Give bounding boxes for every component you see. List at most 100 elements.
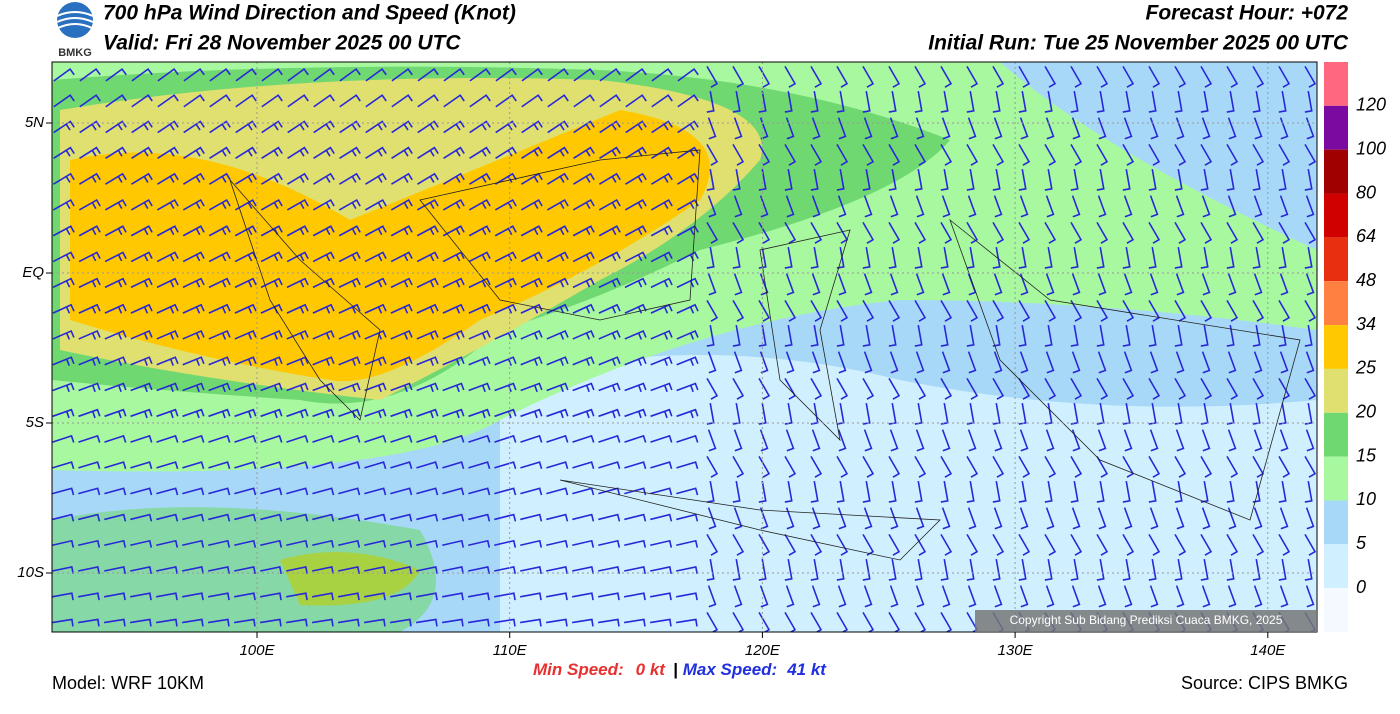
wind-barb <box>1174 559 1183 581</box>
wind-barb <box>966 481 975 503</box>
wind-barb <box>1071 351 1081 374</box>
wind-barb <box>156 592 178 601</box>
wind-barb <box>1044 91 1053 113</box>
wind-barb <box>784 65 797 88</box>
wind-barb <box>706 91 715 113</box>
wind-barb <box>1071 507 1081 530</box>
wind-barb <box>338 513 361 522</box>
wind-barb <box>443 172 465 185</box>
wind-barb <box>208 382 231 393</box>
colorbar-label: 0 <box>1356 577 1366 597</box>
wind-barb <box>1018 247 1027 269</box>
wind-barb <box>391 146 413 160</box>
wind-barb <box>1044 325 1053 347</box>
wind-barb <box>940 247 949 269</box>
wind-barb <box>312 303 335 314</box>
wind-barb <box>182 198 205 211</box>
wind-barb <box>940 65 953 88</box>
wind-barb <box>417 172 439 185</box>
wind-barb <box>707 507 717 530</box>
wind-barb <box>889 195 899 218</box>
wind-barb <box>104 539 127 548</box>
wind-barb <box>598 513 621 522</box>
wind-barb <box>494 225 517 237</box>
wind-barb <box>915 195 925 218</box>
wind-barb <box>624 303 647 314</box>
wind-barb <box>1252 377 1265 400</box>
wind-barb <box>966 377 979 400</box>
wind-barb <box>157 120 179 134</box>
wind-barb <box>52 539 75 548</box>
wind-barb <box>545 618 568 627</box>
wind-barb <box>443 146 465 160</box>
wind-barb <box>1044 221 1057 244</box>
wind-barb <box>442 461 465 470</box>
wind-barb <box>79 120 101 134</box>
wind-barb <box>862 143 875 166</box>
wind-barb <box>941 585 951 608</box>
wind-barb <box>390 382 413 393</box>
wind-barb <box>888 169 897 191</box>
wind-barb <box>390 303 413 314</box>
wind-barb <box>442 330 465 340</box>
wind-barb <box>1278 299 1291 322</box>
wind-barb <box>364 566 386 575</box>
wind-barb <box>1226 143 1239 166</box>
wind-barb <box>1097 351 1107 374</box>
wind-barb <box>390 434 413 443</box>
wind-barb <box>599 67 621 82</box>
wind-barb <box>338 330 361 340</box>
wind-barb <box>183 120 205 134</box>
wind-barb <box>1201 195 1211 218</box>
wind-barb <box>52 277 75 289</box>
wind-barb <box>209 94 231 108</box>
wind-barb <box>130 198 153 211</box>
wind-barb <box>363 618 386 627</box>
wind-barb <box>888 455 901 478</box>
wind-barb <box>338 251 361 263</box>
wind-barb <box>572 330 595 340</box>
wind-barb <box>572 251 595 263</box>
wind-barb <box>546 198 569 211</box>
wind-barb <box>494 408 517 419</box>
wind-barb <box>78 330 101 340</box>
wind-barb <box>105 67 127 82</box>
wind-barb <box>1226 91 1235 113</box>
wind-barb <box>1044 169 1053 191</box>
wind-barb <box>260 198 283 211</box>
wind-barb <box>1096 169 1105 191</box>
wind-barb <box>992 91 1001 113</box>
wind-barb <box>546 461 569 470</box>
wind-barb <box>940 533 953 556</box>
wind-barb <box>52 487 75 496</box>
wind-barb <box>759 429 769 452</box>
wind-barb <box>156 566 178 575</box>
wind-barb <box>707 117 717 140</box>
wind-barb <box>966 247 975 269</box>
wind-barb <box>208 198 231 211</box>
wind-barb <box>443 120 465 134</box>
wind-barb <box>208 330 231 340</box>
wind-barb <box>676 330 699 340</box>
wind-barb <box>339 172 361 185</box>
wind-barb <box>78 408 101 419</box>
wind-barb <box>598 434 621 443</box>
wind-barb <box>1200 65 1213 88</box>
colorbar-label: 25 <box>1355 358 1377 378</box>
wind-barb <box>416 513 439 522</box>
wind-barb <box>862 169 871 191</box>
wind-barb <box>79 172 101 185</box>
wind-barb <box>733 585 743 608</box>
wind-barb <box>546 225 569 237</box>
wind-barb <box>573 94 595 108</box>
wind-barb <box>733 195 743 218</box>
wind-barb <box>650 277 673 289</box>
wind-barb <box>235 172 257 185</box>
wind-barb <box>364 592 386 601</box>
wind-barb <box>442 225 465 237</box>
wind-barb <box>234 277 257 289</box>
wind-barb <box>104 330 127 340</box>
wind-barb <box>706 299 719 322</box>
wind-barb <box>810 533 823 556</box>
wind-barb <box>1174 143 1187 166</box>
